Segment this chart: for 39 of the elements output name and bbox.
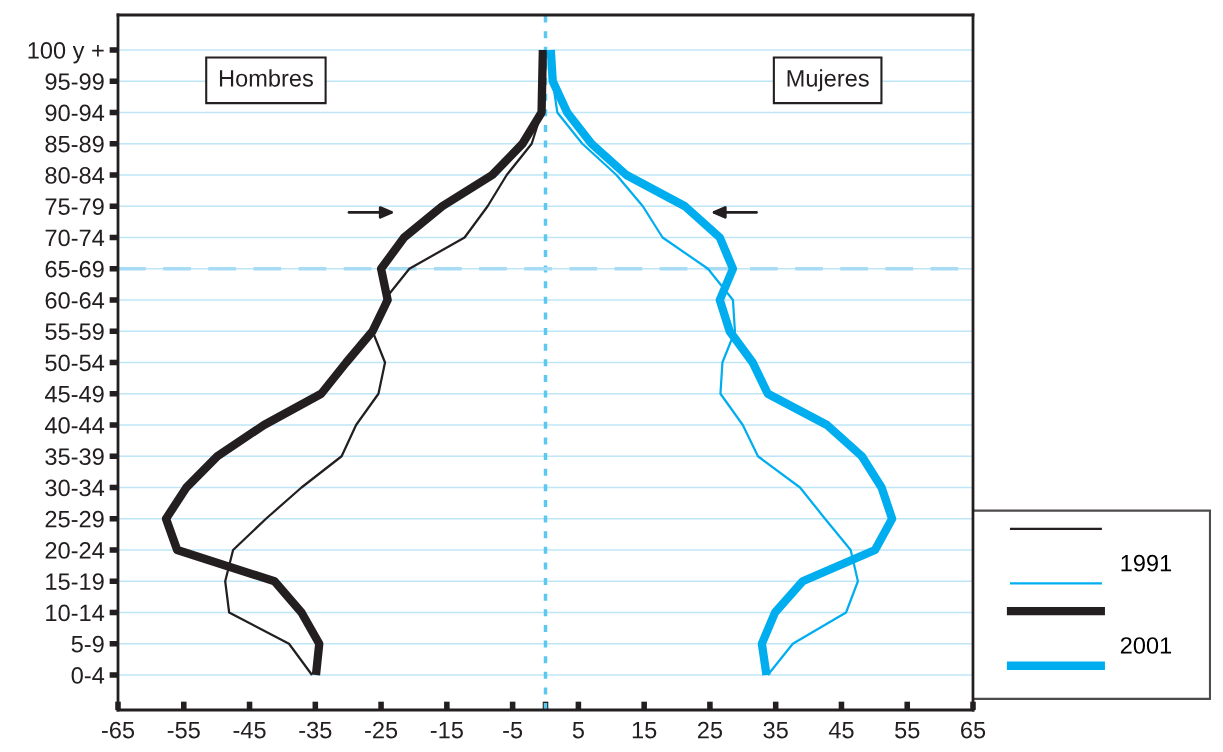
x-tick-label: 65 — [961, 721, 986, 739]
annotation: Mujeres — [787, 69, 869, 92]
x-tick-label: 15 — [632, 721, 657, 739]
x-tick-label: -55 — [167, 721, 200, 739]
x-tick-label: 25 — [697, 721, 723, 739]
y-tick-label: 50-54 — [45, 354, 105, 372]
text: 1991 — [1121, 554, 1172, 572]
y-tick-label: 100 y + — [28, 42, 104, 64]
y-tick-label: 35-39 — [45, 448, 104, 466]
y-tick-label: 95-99 — [45, 73, 104, 91]
y-tick-label: 60-64 — [45, 292, 105, 309]
x-tick-label: -45 — [233, 721, 266, 739]
x-tick-label: 35 — [763, 721, 788, 739]
y-tick-label: 0-4 — [71, 667, 105, 684]
y-tick-label: 85-89 — [45, 135, 104, 153]
y-tick-label: 10-14 — [46, 604, 105, 622]
x-tick-label: -5 — [503, 721, 523, 739]
y-tick-label: 75-79 — [45, 198, 104, 216]
y-tick-label: 15-19 — [46, 573, 104, 591]
text: 2001 — [1120, 637, 1172, 654]
y-tick-label: 25-29 — [45, 510, 104, 528]
y-tick-label: 30-34 — [45, 479, 105, 497]
y-tick-label: 70-74 — [45, 229, 105, 247]
y-tick-label: 90-94 — [45, 104, 105, 122]
y-tick-label: 20-24 — [45, 542, 105, 559]
x-tick-label: -25 — [365, 721, 398, 739]
x-tick-label: 55 — [895, 721, 920, 739]
x-tick-label: 45 — [828, 721, 854, 739]
x-tick-label: -35 — [299, 721, 332, 739]
y-tick-label: 80-84 — [45, 167, 105, 184]
y-tick-label: 5-9 — [71, 635, 104, 653]
annotation: Hombres — [219, 69, 313, 87]
x-tick-label: 5 — [572, 721, 584, 739]
x-tick-label: -15 — [430, 721, 463, 739]
y-tick-label: 40-44 — [44, 417, 105, 434]
x-tick-label: -65 — [101, 721, 135, 739]
y-tick-label: 55-59 — [45, 323, 104, 341]
y-tick-label: 65-69 — [45, 260, 104, 278]
y-tick-label: 45-49 — [44, 385, 104, 403]
